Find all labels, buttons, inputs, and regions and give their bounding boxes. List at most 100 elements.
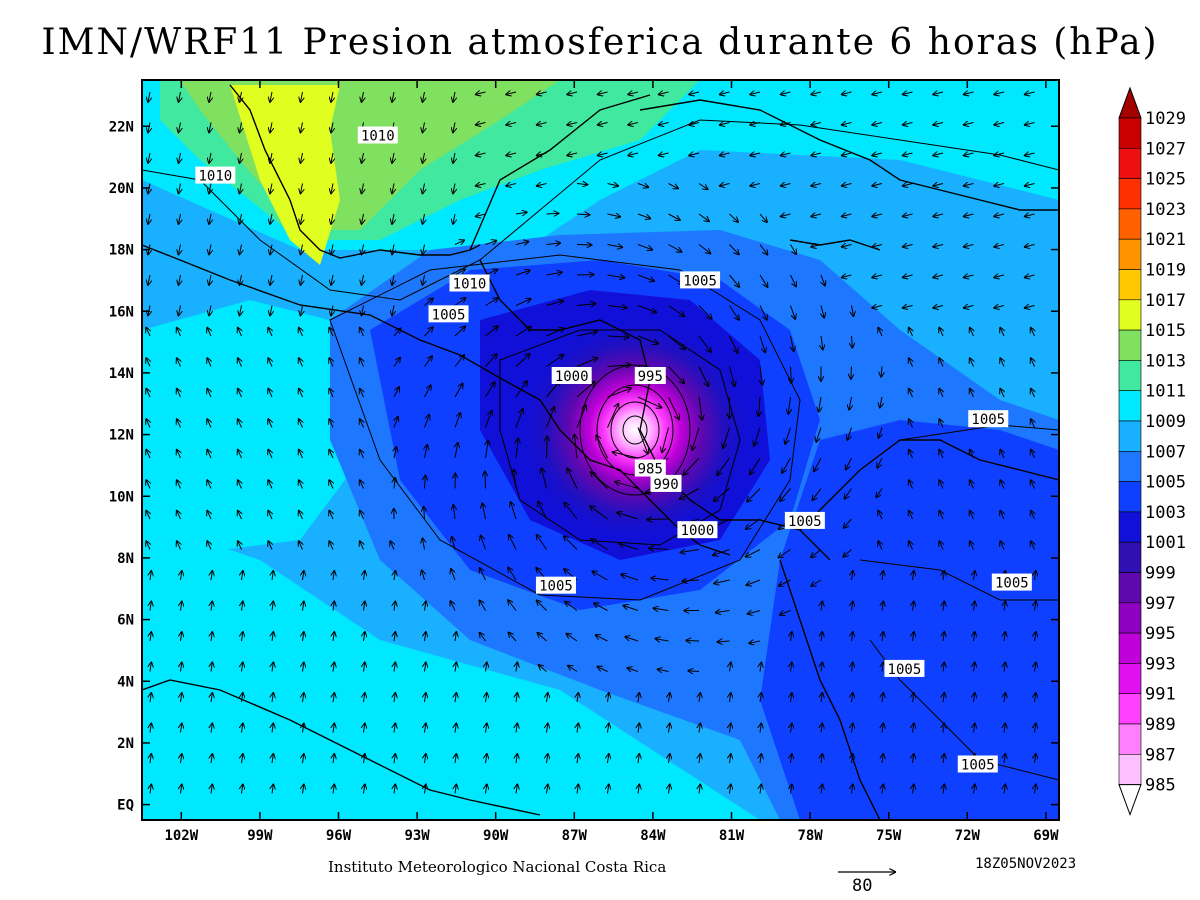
wind-arrow	[872, 245, 883, 247]
wind-arrow	[485, 411, 492, 428]
wind-arrow	[329, 511, 333, 520]
wind-arrow	[852, 602, 853, 611]
wind-arrow	[759, 335, 765, 352]
wind-arrow	[425, 476, 426, 489]
wind-arrow	[455, 785, 456, 794]
colorbar-label: 1017	[1145, 291, 1186, 311]
wind-arrow	[939, 541, 943, 550]
wind-arrow	[177, 511, 181, 520]
wind-arrow	[788, 396, 790, 414]
wind-arrow	[1031, 389, 1035, 398]
wind-arrow	[177, 328, 181, 337]
wind-arrow	[150, 724, 151, 733]
wind-arrow	[933, 153, 944, 155]
contour-label-box	[428, 305, 469, 323]
wind-arrow	[625, 637, 639, 642]
wind-arrow	[617, 513, 639, 520]
wind-arrow	[393, 328, 401, 337]
wind-arrow	[759, 305, 767, 320]
wind-arrow	[713, 549, 730, 556]
wind-arrow	[392, 244, 394, 255]
wind-arrow	[454, 240, 464, 244]
wind-arrow	[576, 214, 589, 215]
wind-arrow	[878, 541, 882, 550]
wind-arrow	[364, 724, 365, 733]
wind-arrow	[974, 724, 975, 733]
wind-arrow	[303, 663, 304, 672]
wind-arrow	[811, 579, 822, 586]
wind-arrow	[454, 384, 463, 398]
wind-arrow	[181, 632, 182, 642]
wind-arrow	[730, 663, 731, 672]
wind-arrow	[779, 579, 791, 586]
wind-arrow	[842, 245, 852, 247]
wind-arrow	[698, 244, 710, 254]
colorbar-swatch	[1118, 511, 1142, 543]
wind-arrow	[148, 152, 150, 163]
wind-arrow	[485, 382, 495, 398]
wind-arrow	[301, 305, 303, 316]
wind-arrow	[608, 785, 609, 794]
wind-arrow	[394, 724, 395, 733]
wind-arrow	[1035, 785, 1036, 794]
wind-arrow	[1004, 663, 1005, 672]
wind-arrow	[272, 693, 273, 703]
lat-label: 4N	[117, 674, 134, 690]
wind-arrow	[146, 511, 150, 520]
wind-arrow	[607, 365, 631, 367]
wind-arrow	[268, 450, 272, 459]
colorbar-swatch	[1118, 299, 1142, 331]
contour-label-box	[551, 367, 592, 384]
wind-arrow	[537, 123, 547, 125]
wind-arrow	[994, 153, 1005, 155]
wind-arrow	[668, 396, 680, 419]
wind-arrow	[242, 754, 243, 764]
wind-arrow	[272, 602, 273, 611]
wind-arrow	[842, 275, 852, 277]
wind-arrow	[329, 541, 333, 550]
wind-arrow	[331, 244, 333, 255]
wind-arrow	[211, 663, 212, 672]
colorbar-label: 1009	[1145, 412, 1186, 432]
wind-arrow	[207, 358, 211, 367]
wind-arrow	[240, 91, 242, 102]
wind-arrow	[268, 480, 272, 489]
wind-arrow	[148, 305, 150, 316]
wind-arrow	[451, 601, 456, 611]
wind-arrow	[729, 366, 735, 386]
wind-arrow	[1035, 632, 1036, 642]
wind-arrow	[268, 389, 272, 398]
lon-label: 102W	[164, 828, 198, 844]
contour-label-box	[650, 474, 682, 492]
wind-arrow	[852, 663, 853, 672]
wind-arrow	[360, 480, 364, 489]
wind-arrow	[637, 335, 658, 344]
wind-arrow	[177, 358, 181, 367]
wind-arrow	[508, 600, 517, 611]
wind-arrow	[515, 354, 530, 367]
wind-arrow	[669, 724, 670, 733]
lon-label: 84W	[640, 828, 666, 844]
wind-arrow	[209, 305, 211, 316]
wind-arrow	[909, 389, 913, 398]
colorbar-label: 1019	[1145, 261, 1186, 281]
wind-arrow	[207, 480, 211, 489]
wind-arrow	[454, 269, 465, 276]
wind-arrow	[943, 724, 944, 733]
colorbar-swatch	[1118, 148, 1142, 179]
lat-label: 20N	[109, 181, 134, 197]
wind-arrow	[576, 245, 592, 246]
wind-arrow	[516, 693, 517, 703]
wind-arrow	[331, 183, 333, 194]
contour-label-box	[634, 367, 666, 384]
lat-label: 18N	[109, 243, 134, 259]
wind-arrow	[913, 571, 914, 581]
wind-arrow	[181, 693, 182, 703]
colorbar-swatch	[1118, 117, 1142, 149]
wind-arrow	[759, 244, 767, 255]
wind-arrow	[211, 724, 212, 733]
colorbar-swatch	[1118, 663, 1142, 695]
wind-arrow	[1000, 358, 1004, 367]
wind-arrow	[211, 632, 212, 642]
